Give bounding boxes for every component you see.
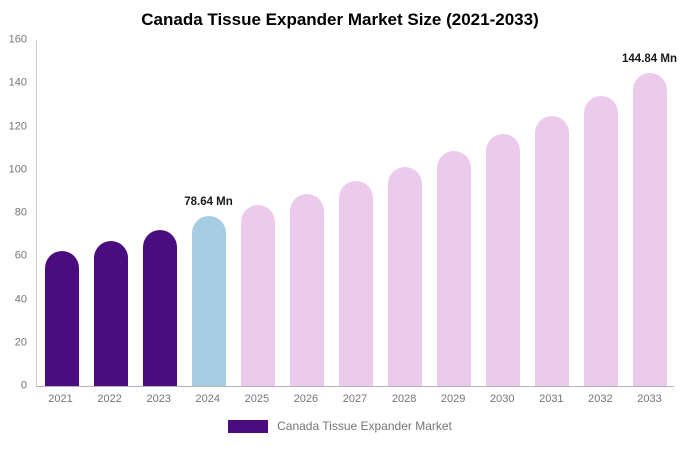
legend-label: Canada Tissue Expander Market [277,419,452,433]
y-tick-label: 20 [14,336,27,349]
bar-2031[interactable] [534,115,569,386]
bar-2029[interactable] [436,151,471,386]
bar-slot-2031 [527,40,576,386]
bar-2028[interactable] [387,166,422,386]
bar-2021[interactable] [44,250,79,386]
y-tick-label: 0 [20,379,27,392]
x-tick-label-2022: 2022 [97,393,122,405]
bar-2023[interactable] [142,230,177,386]
bar-slot-2029 [429,40,478,386]
x-tick-label-2021: 2021 [48,393,73,405]
bar-slot-2030 [478,40,527,386]
x-tick-label-2023: 2023 [146,393,171,405]
bar-slot-2025 [233,40,282,386]
bar-2024[interactable] [191,215,226,386]
x-tick-label-2024: 2024 [195,393,221,405]
y-tick-label: 40 [14,293,27,305]
x-tick-label-2030: 2030 [490,393,515,405]
bar-slot-2021 [37,40,86,386]
legend-item[interactable]: Canada Tissue Expander Market [0,419,680,433]
bar-slot-2033: 144.84 Mn [622,40,677,386]
bar-slot-2023 [135,40,184,386]
x-axis: 2021 2022 2023 2024 2025 2026 2027 2028 2029 2030… [36,393,674,405]
bar-slot-2028 [380,40,429,386]
bar-slot-2022 [86,40,135,386]
bar-2027[interactable] [338,180,373,386]
bar-2025[interactable] [240,205,275,386]
x-tick-label-2026: 2026 [293,393,319,405]
y-tick-label: 140 [8,76,27,89]
x-tick-label-2033: 2033 [637,393,662,405]
chart: 0 20 40 60 80 100 120 140 160 78.64 Mn 144.84 Mn … [9,34,677,405]
bar-slot-2032 [576,40,625,386]
bar-slot-2024: 78.64 Mn [184,40,233,386]
y-tick-label: 60 [14,249,27,262]
bar-slot-2026 [282,40,331,386]
bar-value-label-2024: 78.64 Mn [184,195,233,208]
legend-swatch [228,419,269,433]
y-tick-label: 100 [8,163,27,176]
bar-value-label-2033: 144.84 Mn [622,52,677,65]
x-tick-label-2025: 2025 [244,393,270,405]
bar-slot-2027 [331,40,380,386]
y-tick-label: 120 [8,120,27,132]
bar-2030[interactable] [485,134,520,386]
bars: 78.64 Mn 144.84 Mn [37,40,677,386]
plot-area: 0 20 40 60 80 100 120 140 160 78.64 Mn 144.84 Mn [9,34,677,391]
chart-title: Canada Tissue Expander Market Size (2021… [141,10,539,29]
bar-2026[interactable] [289,193,324,386]
bar-2022[interactable] [93,241,128,386]
x-tick-label-2031: 2031 [539,393,564,405]
bar-2033[interactable] [632,72,667,386]
x-tick-label-2027: 2027 [342,393,368,405]
y-axis: 0 20 40 60 80 100 120 140 160 [1,34,33,391]
x-tick-label-2032: 2032 [588,393,613,405]
bar-2032[interactable] [583,96,618,386]
y-tick-label: 80 [14,206,27,219]
x-tick-label-2029: 2029 [440,393,466,405]
x-tick-label-2028: 2028 [391,393,417,405]
y-tick-label: 160 [8,33,27,46]
